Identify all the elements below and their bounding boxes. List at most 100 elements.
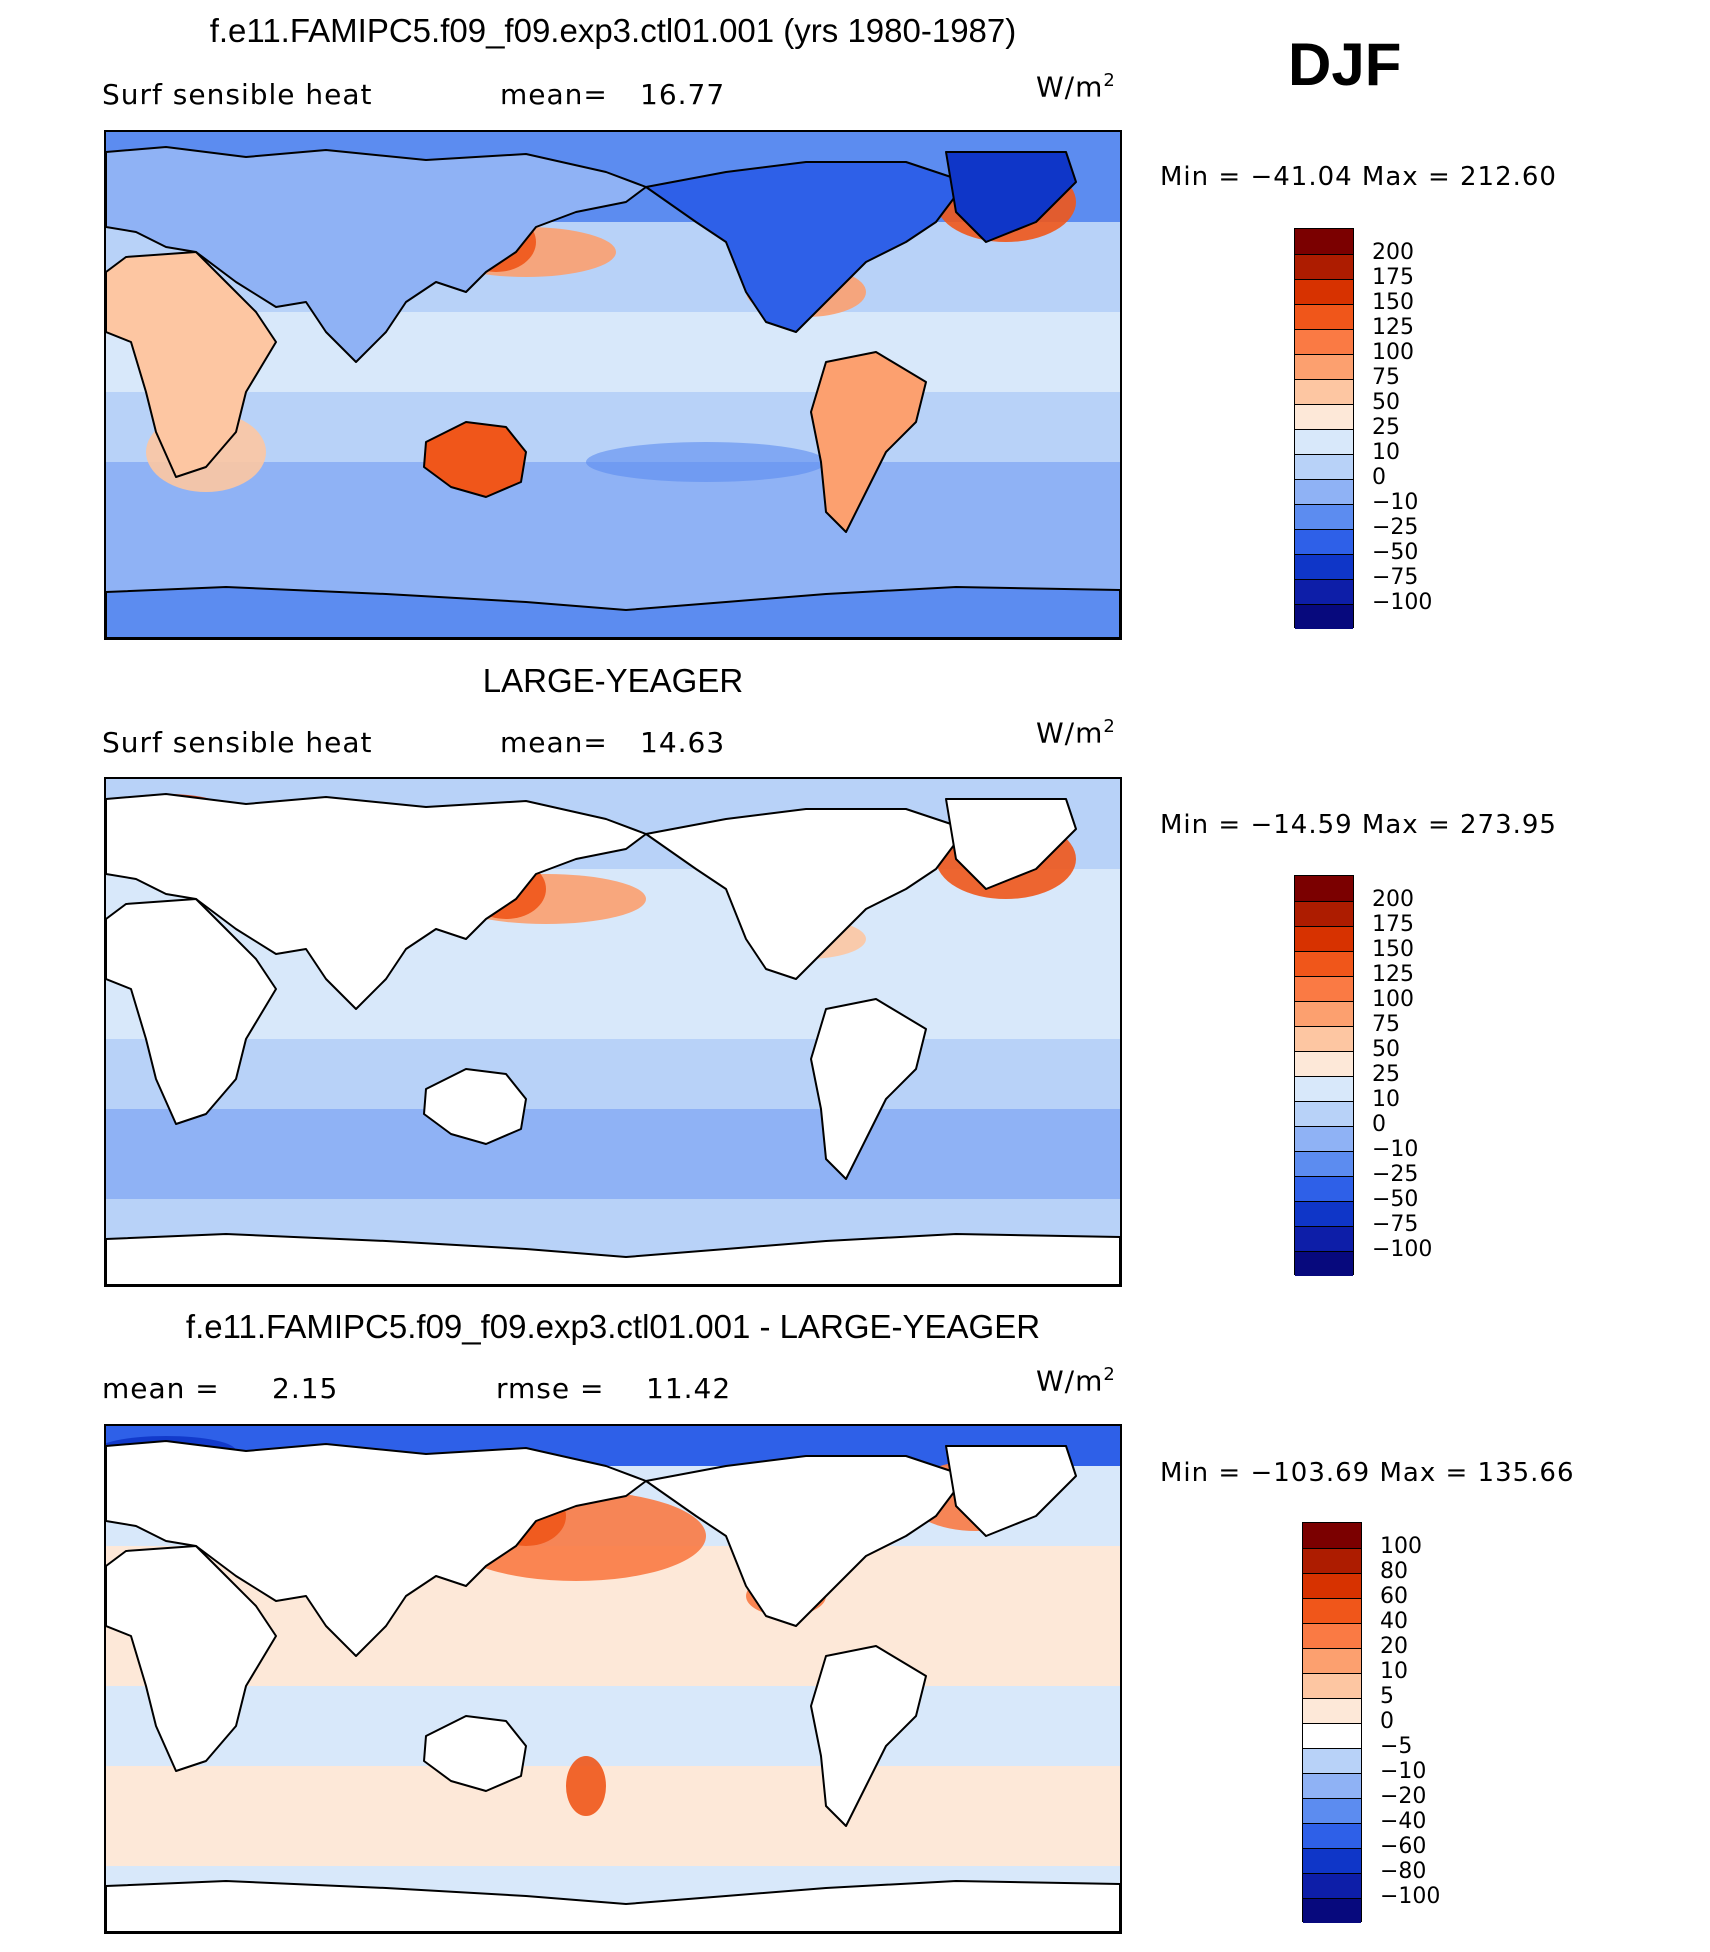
colorbar-tick-label: 25 [1372,1062,1400,1087]
colorbar-swatch [1303,1898,1361,1923]
panel-2-map-svg [106,779,1120,1285]
colorbar-swatch [1303,1648,1361,1673]
panel-1-coastline-northamerica [645,161,967,333]
colorbar-tick-label: −40 [1380,1809,1427,1834]
colorbar-tick-label: 60 [1380,1584,1408,1609]
colorbar-tick-label: 20 [1380,1634,1408,1659]
colorbar-tick-label: 0 [1372,1112,1386,1137]
panel-2-coastline-africa [106,898,277,1125]
colorbar-swatch [1303,1773,1361,1798]
colorbar-tick-label: −75 [1372,1212,1419,1237]
colorbar-tick-label: −80 [1380,1859,1427,1884]
colorbar-swatch [1295,1076,1353,1101]
colorbar-box [1294,228,1354,629]
colorbar-swatch [1303,1698,1361,1723]
colorbar-tick-label: 10 [1380,1659,1408,1684]
colorbar-swatch [1303,1673,1361,1698]
colorbar-swatch [1295,1001,1353,1026]
colorbar-swatch [1295,254,1353,279]
colorbar-tick-label: −100 [1380,1884,1441,1909]
colorbar-tick-label: 175 [1372,265,1414,290]
colorbar-tick-label: 50 [1372,1037,1400,1062]
panel-1-mean-label: mean= [500,78,608,111]
colorbar-tick-label: −50 [1372,1187,1419,1212]
panel-2-mean-value: 14.63 [640,726,726,759]
colorbar-swatch [1295,926,1353,951]
colorbar-swatch [1295,579,1353,604]
panel-3-coastline-eurasia [106,1440,647,1657]
colorbar-swatch [1303,1748,1361,1773]
colorbar-swatch [1295,1101,1353,1126]
colorbar-tick-label: 75 [1372,365,1400,390]
panel-3-rmse-value: 11.42 [646,1372,732,1405]
colorbar-swatch [1295,479,1353,504]
colorbar-tick-label: −10 [1372,1137,1419,1162]
colorbar-tick-label: 200 [1372,887,1414,912]
colorbar-swatch [1295,1226,1353,1251]
colorbar-swatch [1303,1823,1361,1848]
panel-3-coastline-australia [423,1715,527,1792]
panel-2-map [104,777,1122,1287]
panel-2-coastline-northamerica [645,808,967,980]
colorbar-tick-label: 5 [1380,1684,1394,1709]
panel-3-coastline-northamerica [645,1455,967,1627]
colorbar-swatch [1295,304,1353,329]
colorbar-swatch [1295,429,1353,454]
colorbar-swatch [1303,1598,1361,1623]
panel-3-mean-value: 2.15 [272,1372,339,1405]
colorbar-swatch [1303,1798,1361,1823]
colorbar-tick-label: −75 [1372,565,1419,590]
panel-1-field-blob [586,442,826,482]
panel-2-units: W/m2 [1036,716,1116,750]
colorbar-swatch [1295,976,1353,1001]
colorbar-swatch [1295,1251,1353,1276]
colorbar-swatch [1295,876,1353,901]
colorbar-tick-label: −25 [1372,1162,1419,1187]
colorbar-tick-label: 25 [1372,415,1400,440]
colorbar-swatch [1295,279,1353,304]
colorbar-swatch [1303,1548,1361,1573]
colorbar-swatch [1295,1201,1353,1226]
colorbar-tick-label: −10 [1372,490,1419,515]
colorbar-tick-label: 100 [1372,987,1414,1012]
panel-3-minmax: Min = −103.69 Max = 135.66 [1160,1458,1575,1488]
panel-1-ocean-band [106,462,1120,552]
panel-1-coastline-southamerica [810,351,927,533]
colorbar-swatch [1295,1126,1353,1151]
colorbar-swatch [1295,1151,1353,1176]
colorbar-tick-label: 80 [1380,1559,1408,1584]
colorbar-tick-label: −100 [1372,1237,1433,1262]
colorbar-swatch [1295,554,1353,579]
colorbar-swatch [1295,454,1353,479]
panel-1-map-svg [106,132,1120,638]
panel-2-coastline-greenland [945,798,1077,890]
colorbar-tick-label: −20 [1380,1784,1427,1809]
panel-3-coastline-antarctica [106,1880,1120,1932]
colorbar-swatch [1303,1723,1361,1748]
panel-1-map [104,130,1122,640]
colorbar-swatch [1295,604,1353,629]
panel-2-ocean-band [106,1109,1120,1199]
colorbar-tick-label: 100 [1372,340,1414,365]
colorbar-swatch [1295,1176,1353,1201]
colorbar-tick-label: 125 [1372,962,1414,987]
colorbar-tick-label: −60 [1380,1834,1427,1859]
colorbar-box [1294,875,1354,1276]
colorbar-swatch [1303,1523,1361,1548]
colorbar-swatch [1295,354,1353,379]
colorbar-tick-label: 10 [1372,440,1400,465]
panel-2-mean-label: mean= [500,726,608,759]
panel-3-ocean-band [106,1766,1120,1866]
panel-1-minmax: Min = −41.04 Max = 212.60 [1160,162,1557,192]
panel-2-minmax: Min = −14.59 Max = 273.95 [1160,810,1557,840]
colorbar-swatch [1295,379,1353,404]
colorbar-tick-label: 40 [1380,1609,1408,1634]
colorbar-swatch [1303,1873,1361,1898]
panel-3-coastline-greenland [945,1445,1077,1537]
panel-3-map [104,1424,1122,1934]
colorbar-swatch [1303,1573,1361,1598]
panel-1-coastline-africa [106,251,277,478]
panel-1-units: W/m2 [1036,70,1116,104]
colorbar-swatch [1295,1051,1353,1076]
panel-1-mean-value: 16.77 [640,78,726,111]
